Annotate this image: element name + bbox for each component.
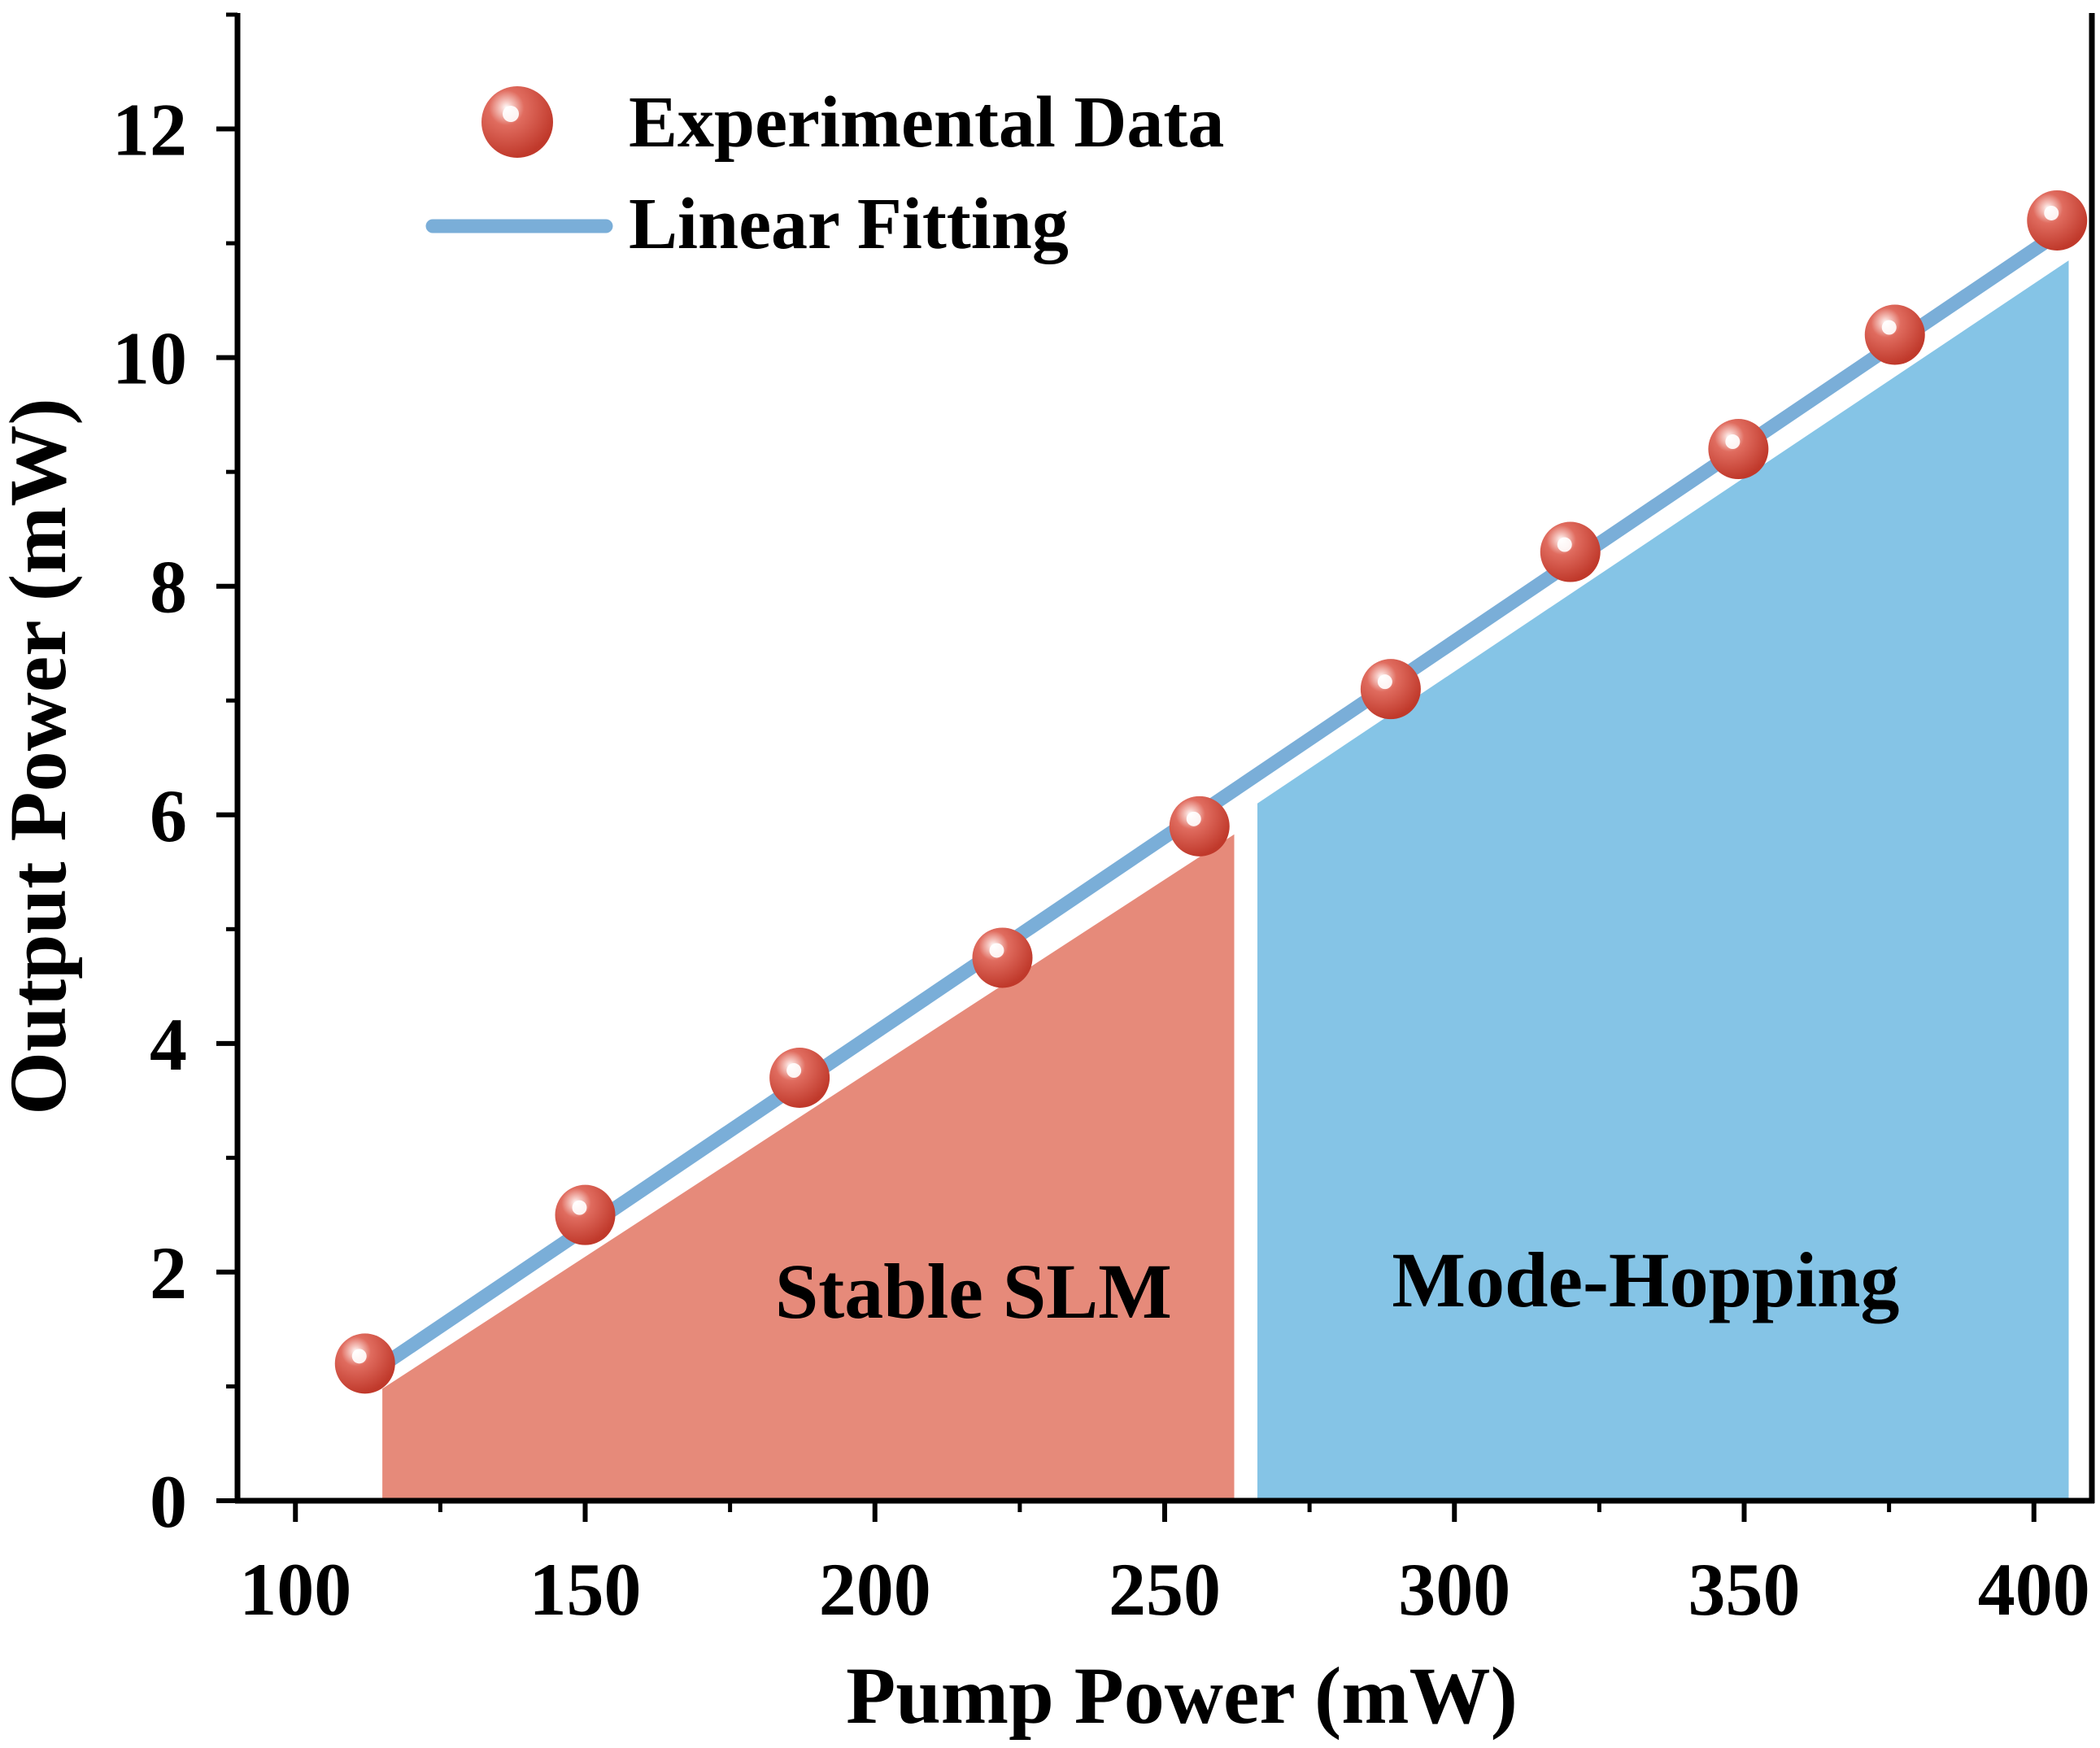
data-point [334, 1333, 395, 1394]
legend-item-experimental: Experimental Data [481, 82, 1224, 163]
plot-regions: Stable SLM Mode-Hopping [382, 260, 2069, 1502]
data-point-ball [1540, 521, 1601, 582]
legend-item-fit: Linear Fitting [425, 184, 1069, 264]
region-1 [1257, 260, 2069, 1502]
x-tick-label: 300 [1398, 1548, 1510, 1631]
data-point-ball [334, 1333, 395, 1394]
data-point-highlight [1881, 320, 1897, 335]
points-layer [334, 190, 2088, 1394]
data-point [972, 927, 1033, 988]
data-point-ball [1360, 659, 1421, 720]
data-point-highlight [1725, 434, 1741, 450]
data-point [1864, 304, 1925, 365]
data-point-highlight [2044, 205, 2059, 220]
data-point-highlight [1557, 537, 1572, 552]
data-point [1169, 796, 1230, 857]
x-tick-label: 150 [529, 1548, 642, 1631]
data-point-highlight [351, 1349, 367, 1364]
x-tick-label: 350 [1688, 1548, 1801, 1631]
y-tick-label: 2 [150, 1231, 187, 1314]
y-tick-label: 8 [150, 546, 187, 629]
data-point-ball [769, 1048, 830, 1109]
data-point-ball [555, 1184, 616, 1245]
data-point-highlight [1186, 811, 1201, 826]
legend-marker-highlight [503, 106, 519, 122]
data-point-ball [972, 927, 1033, 988]
ticks: 100 150 200 250 300 350 400 0 2 4 6 8 10 12 [112, 12, 2090, 1631]
data-point [1360, 659, 1421, 720]
data-point [555, 1184, 616, 1245]
region-label-0: Stable SLM [775, 1248, 1172, 1335]
legend-label-experimental: Experimental Data [629, 82, 1224, 163]
data-point-ball [1864, 304, 1925, 365]
data-point-highlight [989, 943, 1004, 958]
data-point [1540, 521, 1601, 582]
y-tick-label: 12 [112, 89, 187, 172]
y-tick-label: 10 [112, 317, 187, 400]
x-axis-title: Pump Power (mW) [846, 1650, 1518, 1741]
x-tick-label: 200 [819, 1548, 931, 1631]
x-tick-label: 400 [1978, 1548, 2090, 1631]
data-point [2027, 190, 2088, 251]
legend-marker-ball [481, 86, 553, 158]
region-label-1: Mode-Hopping [1392, 1236, 1899, 1323]
legend-label-fit: Linear Fitting [629, 184, 1069, 264]
region-0 [382, 834, 1235, 1501]
data-point [1708, 419, 1769, 480]
data-point [769, 1048, 830, 1109]
y-tick-label: 0 [150, 1460, 187, 1543]
data-point-ball [2027, 190, 2088, 251]
data-point-ball [1708, 419, 1769, 480]
data-point-highlight [572, 1200, 587, 1215]
y-tick-label: 4 [150, 1003, 187, 1086]
data-point-highlight [786, 1063, 802, 1079]
data-point-highlight [1377, 674, 1392, 690]
x-tick-label: 100 [239, 1548, 351, 1631]
x-tick-label: 250 [1109, 1548, 1221, 1631]
legend: Experimental Data Linear Fitting [425, 82, 1224, 264]
y-tick-label: 6 [150, 774, 187, 857]
data-point-ball [1169, 796, 1230, 857]
y-axis-title: Output Power (mW) [0, 398, 83, 1114]
